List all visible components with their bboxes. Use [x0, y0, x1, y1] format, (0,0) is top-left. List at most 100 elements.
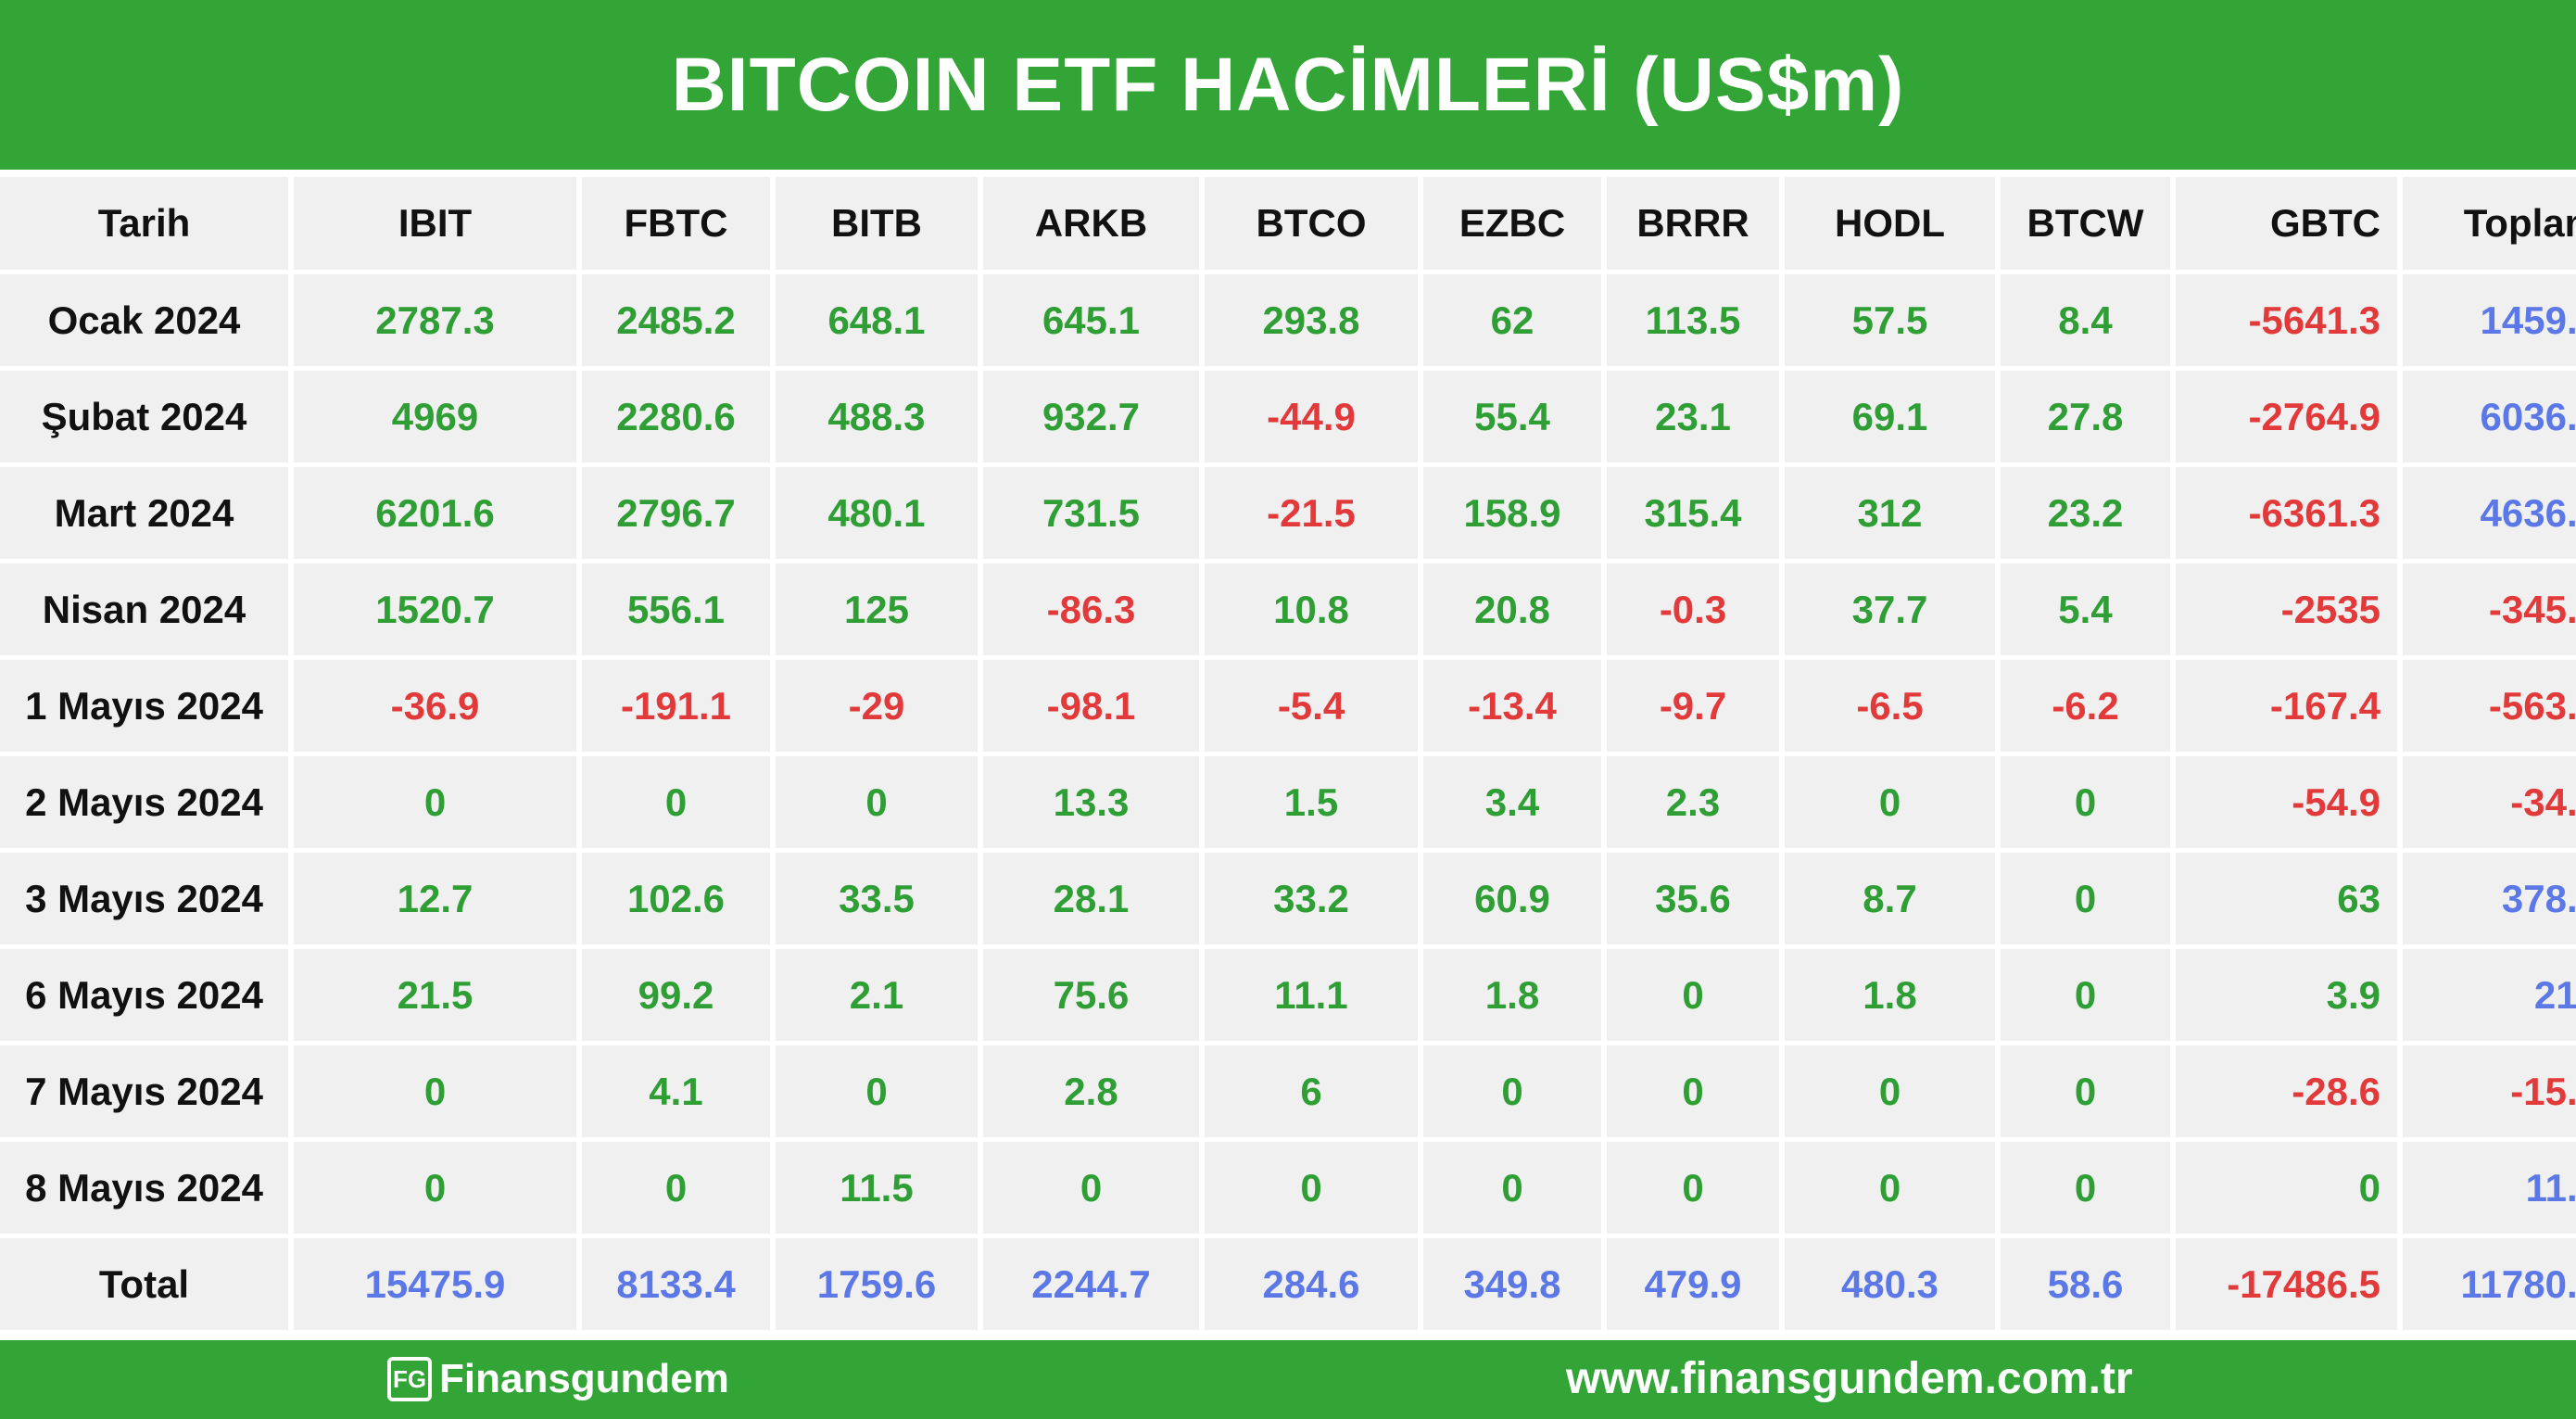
cell-ezbc: 20.8 — [1423, 564, 1601, 655]
cell-btco: -5.4 — [1205, 660, 1418, 752]
column-header-hodl: HODL — [1785, 177, 1995, 270]
cell-brrr: 315.4 — [1607, 467, 1779, 559]
cell-btco: 6 — [1205, 1045, 1418, 1137]
table-header-row: Tarih IBIT FBTC BITB ARKB BTCO EZBC BRRR HODL BTC… — [0, 177, 2576, 270]
table-row: 1 Mayıs 2024 -36.9 -191.1 -29 -98.1 -5.4 -13.4… — [0, 660, 2576, 752]
cell-btcw: 0 — [2001, 1142, 2170, 1234]
logo-text: Finansgundem — [439, 1356, 729, 1401]
total-cell-brrr: 479.9 — [1607, 1238, 1779, 1330]
cell-btco: 0 — [1205, 1142, 1418, 1234]
total-cell-hodl: 480.3 — [1785, 1238, 1995, 1330]
cell-bitb: 0 — [776, 756, 978, 848]
cell-bitb: -29 — [776, 660, 978, 752]
cell-arkb: 2.8 — [983, 1045, 1199, 1137]
cell-btcw: 27.8 — [2001, 371, 2170, 462]
cell-gbtc: -5641.3 — [2176, 274, 2397, 366]
cell-gbtc: -6361.3 — [2176, 467, 2397, 559]
row-date-label: 7 Mayıs 2024 — [0, 1045, 288, 1137]
cell-brrr: -9.7 — [1607, 660, 1779, 752]
cell-bitb: 33.5 — [776, 853, 978, 944]
cell-btcw: -6.2 — [2001, 660, 2170, 752]
cell-btco: -44.9 — [1205, 371, 1418, 462]
column-header-arkb: ARKB — [983, 177, 1199, 270]
cell-bitb: 648.1 — [776, 274, 978, 366]
cell-hodl: 1.8 — [1785, 949, 1995, 1041]
cell-arkb: 28.1 — [983, 853, 1199, 944]
cell-brrr: 0 — [1607, 1142, 1779, 1234]
etf-volume-table: Tarih IBIT FBTC BITB ARKB BTCO EZBC BRRR HODL BTC… — [0, 172, 2576, 1335]
total-cell-btcw: 58.6 — [2001, 1238, 2170, 1330]
cell-gbtc: -2764.9 — [2176, 371, 2397, 462]
cell-arkb: -86.3 — [983, 564, 1199, 655]
cell-btco: 33.2 — [1205, 853, 1418, 944]
cell-arkb: 0 — [983, 1142, 1199, 1234]
cell-btco: 11.1 — [1205, 949, 1418, 1041]
cell-fbtc: 0 — [582, 1142, 770, 1234]
cell-hodl: 0 — [1785, 756, 1995, 848]
cell-btcw: 0 — [2001, 853, 2170, 944]
cell-ezbc: 3.4 — [1423, 756, 1601, 848]
cell-btcw: 8.4 — [2001, 274, 2170, 366]
cell-btco: 293.8 — [1205, 274, 1418, 366]
row-date-label: 1 Mayıs 2024 — [0, 660, 288, 752]
cell-brrr: 2.3 — [1607, 756, 1779, 848]
column-header-ibit: IBIT — [294, 177, 576, 270]
cell-toplam: 4636.6 — [2403, 467, 2576, 559]
cell-hodl: 8.7 — [1785, 853, 1995, 944]
cell-brrr: -0.3 — [1607, 564, 1779, 655]
cell-gbtc: -167.4 — [2176, 660, 2397, 752]
total-cell-arkb: 2244.7 — [983, 1238, 1199, 1330]
cell-ezbc: 62 — [1423, 274, 1601, 366]
column-header-tarih: Tarih — [0, 177, 288, 270]
row-date-label: 8 Mayıs 2024 — [0, 1142, 288, 1234]
cell-btcw: 0 — [2001, 756, 2170, 848]
cell-toplam: -34.4 — [2403, 756, 2576, 848]
cell-fbtc: 0 — [582, 756, 770, 848]
footer-banner: FG Finansgundem www.finansgundem.com.tr — [0, 1340, 2576, 1419]
fg-logo-icon: FG — [387, 1357, 432, 1401]
total-cell-toplam: 11780.3 — [2403, 1238, 2576, 1330]
cell-ezbc: -13.4 — [1423, 660, 1601, 752]
table-row: 6 Mayıs 2024 21.5 99.2 2.1 75.6 11.1 1.8 0 1.8 0 3… — [0, 949, 2576, 1041]
cell-ibit: 21.5 — [294, 949, 576, 1041]
cell-hodl: 0 — [1785, 1142, 1995, 1234]
cell-brrr: 23.1 — [1607, 371, 1779, 462]
cell-btcw: 23.2 — [2001, 467, 2170, 559]
cell-arkb: 13.3 — [983, 756, 1199, 848]
cell-gbtc: -28.6 — [2176, 1045, 2397, 1137]
cell-gbtc: 63 — [2176, 853, 2397, 944]
etf-volume-table-wrapper: Tarih IBIT FBTC BITB ARKB BTCO EZBC BRRR HODL BTC… — [0, 172, 2576, 1340]
cell-ibit: 1520.7 — [294, 564, 576, 655]
cell-arkb: 731.5 — [983, 467, 1199, 559]
cell-fbtc: -191.1 — [582, 660, 770, 752]
cell-bitb: 2.1 — [776, 949, 978, 1041]
cell-gbtc: -54.9 — [2176, 756, 2397, 848]
cell-ezbc: 1.8 — [1423, 949, 1601, 1041]
cell-btco: 1.5 — [1205, 756, 1418, 848]
cell-fbtc: 2485.2 — [582, 274, 770, 366]
cell-fbtc: 4.1 — [582, 1045, 770, 1137]
cell-bitb: 125 — [776, 564, 978, 655]
row-date-label: 2 Mayıs 2024 — [0, 756, 288, 848]
column-header-toplam: Toplam — [2403, 177, 2576, 270]
column-header-ezbc: EZBC — [1423, 177, 1601, 270]
cell-toplam: 378.3 — [2403, 853, 2576, 944]
table-row: Ocak 2024 2787.3 2485.2 648.1 645.1 293.8 62 11… — [0, 274, 2576, 366]
cell-hodl: 37.7 — [1785, 564, 1995, 655]
website-url: www.finansgundem.com.tr — [1566, 1354, 2133, 1403]
cell-fbtc: 2796.7 — [582, 467, 770, 559]
total-cell-gbtc: -17486.5 — [2176, 1238, 2397, 1330]
row-date-label: Nisan 2024 — [0, 564, 288, 655]
table-body: Ocak 2024 2787.3 2485.2 648.1 645.1 293.8 62 11… — [0, 274, 2576, 1234]
cell-arkb: 645.1 — [983, 274, 1199, 366]
table-row: Şubat 2024 4969 2280.6 488.3 932.7 -44.9 55.4 2… — [0, 371, 2576, 462]
cell-bitb: 11.5 — [776, 1142, 978, 1234]
cell-ibit: 2787.3 — [294, 274, 576, 366]
finansgundem-logo: FG Finansgundem — [387, 1353, 729, 1405]
cell-ibit: 0 — [294, 1045, 576, 1137]
cell-btcw: 0 — [2001, 949, 2170, 1041]
table-row: Nisan 2024 1520.7 556.1 125 -86.3 10.8 20.8 -0.… — [0, 564, 2576, 655]
